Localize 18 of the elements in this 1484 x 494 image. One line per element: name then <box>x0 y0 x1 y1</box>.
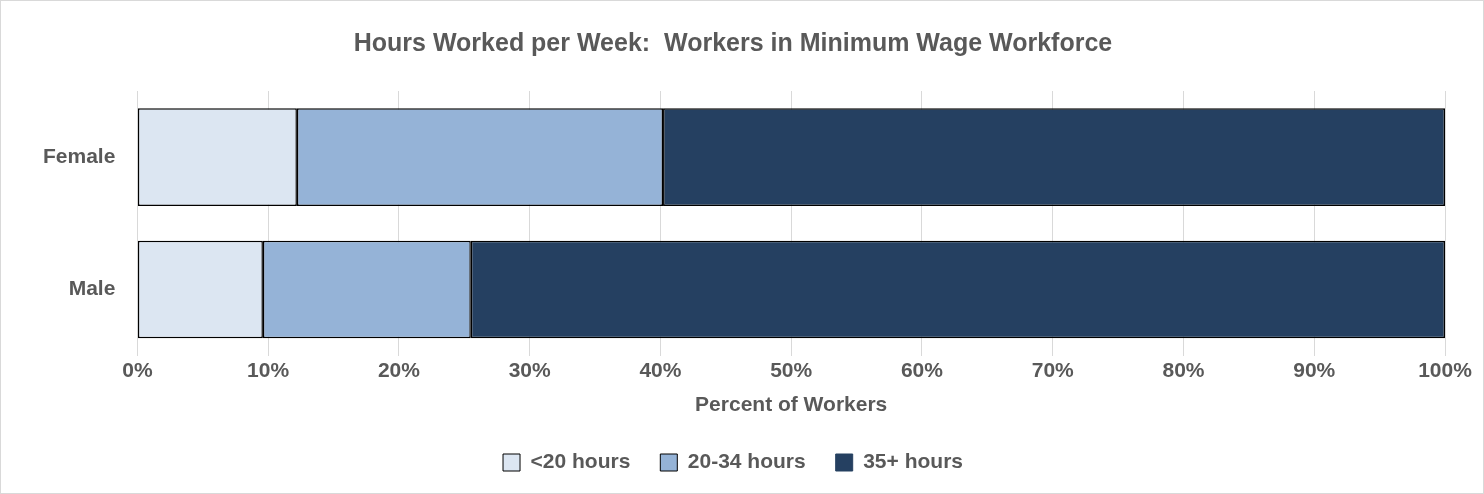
legend-label: <20 hours <box>530 449 631 473</box>
x-tick-label: 100% <box>1418 358 1473 381</box>
x-tick-label: 50% <box>770 358 813 381</box>
x-tick-label: 60% <box>900 358 944 381</box>
chart-title: Hours Worked per Week: Workers in Minimum Wage Workforce <box>353 27 1113 56</box>
y-tick-label: Male <box>68 276 116 300</box>
x-axis-title: Percent of Workers <box>695 392 888 416</box>
legend-label: 20-34 hours <box>687 449 806 473</box>
x-tick-label: 30% <box>508 358 551 381</box>
x-tick-label: 80% <box>1162 358 1205 381</box>
x-tick-label: 0% <box>122 358 153 381</box>
x-tick-label: 70% <box>1031 358 1075 381</box>
x-tick-label: 20% <box>377 358 421 381</box>
y-tick-label: Female <box>43 143 116 167</box>
legend-label: 35+ hours <box>863 449 963 473</box>
x-tick-label: 10% <box>247 358 290 381</box>
x-tick-label: 90% <box>1293 358 1336 381</box>
x-tick-label: 40% <box>639 358 682 381</box>
